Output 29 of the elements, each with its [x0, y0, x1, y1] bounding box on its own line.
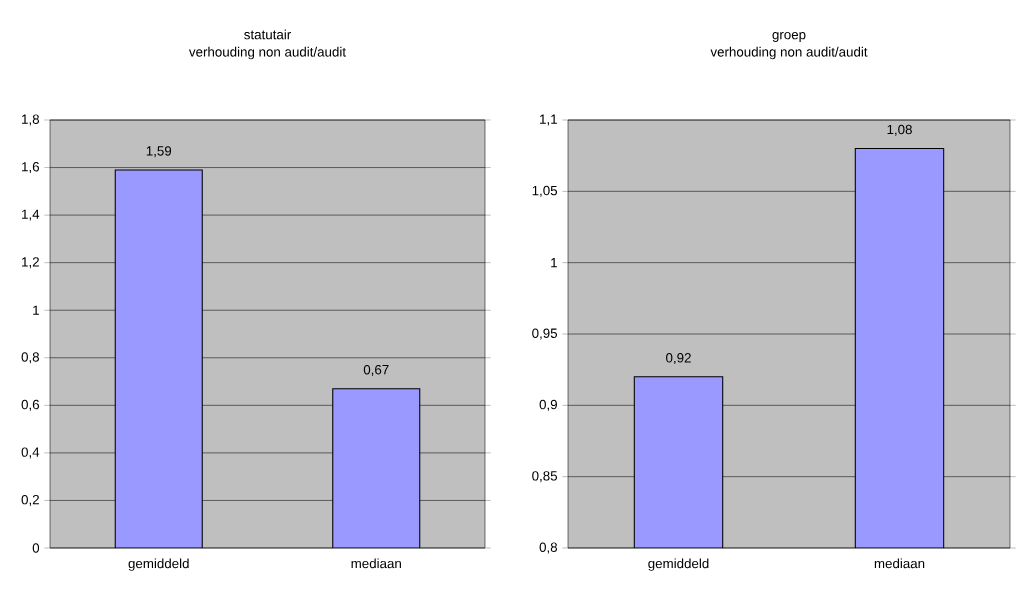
y-tick-label: 1: [551, 258, 557, 268]
y-tick-label: 0,85: [532, 471, 558, 483]
y-tick-label: 0,6: [21, 399, 40, 411]
y-tick-label: 0,9: [539, 399, 557, 411]
chart-title: groep: [772, 32, 806, 42]
y-tick-label: 0: [32, 543, 40, 553]
y-tick-label: 0,4: [21, 447, 40, 459]
y-tick-label: 0,8: [539, 542, 558, 554]
data-label: 0,67: [363, 364, 389, 376]
y-tick-label: 0,2: [21, 494, 39, 506]
data-label: 0,92: [666, 353, 691, 365]
chart-subtitle: verhouding non audit/audit: [188, 46, 346, 60]
y-tick-label: 1,8: [22, 114, 40, 126]
x-tick-label: mediaan: [351, 558, 401, 569]
x-tick-label: gemiddeld: [128, 558, 189, 571]
data-label: 1,08: [887, 124, 912, 136]
y-tick-label: 1,05: [532, 185, 558, 197]
y-tick-label: 1: [33, 305, 39, 315]
x-tick-label: gemiddeld: [648, 558, 709, 571]
y-tick-label: 1,2: [22, 257, 39, 269]
data-label: 1,59: [146, 146, 172, 158]
x-tick-label: mediaan: [874, 558, 925, 569]
y-tick-label: 1,6: [22, 162, 40, 174]
y-tick-label: 0,8: [21, 352, 40, 364]
y-tick-label: 0,95: [532, 328, 558, 340]
chart-subtitle: verhouding non audit/audit: [710, 46, 868, 60]
y-tick-label: 1,4: [22, 209, 40, 221]
y-tick-label: 1,1: [540, 114, 557, 126]
chart-title: statutair: [244, 29, 291, 40]
